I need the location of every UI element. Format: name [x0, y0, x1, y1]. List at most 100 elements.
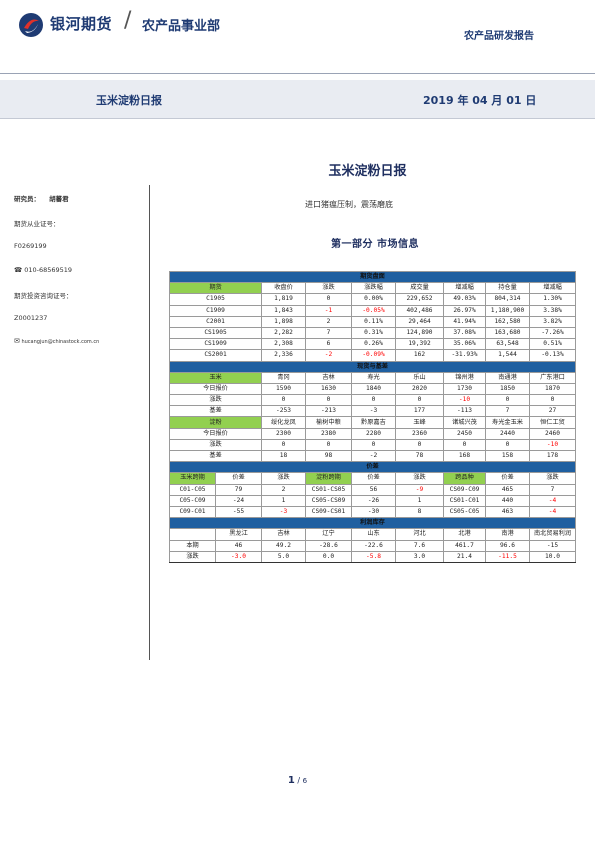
- margin-header-row: 黑龙江 吉林 辽宁 山东 河北 北港 南港 南北贸易利润: [169, 528, 577, 541]
- license-label: 期货从业证号：: [14, 220, 60, 228]
- contract-name: C1905: [169, 293, 262, 306]
- row-label: 玉米: [169, 371, 262, 384]
- table-cell: 1590: [261, 382, 306, 396]
- table-cell: 2300: [261, 427, 306, 440]
- row-label: 涨跌: [169, 438, 262, 452]
- header-rule: [0, 73, 595, 74]
- table-cell: 2450: [443, 427, 486, 440]
- table-cell: 0: [351, 438, 396, 452]
- table-cell: 2,336: [261, 349, 306, 362]
- table-cell: 0: [528, 394, 577, 407]
- table-cell: 1.30%: [528, 293, 577, 306]
- table-cell: 寿光: [351, 371, 396, 384]
- table-cell: -55: [215, 505, 262, 519]
- table-cell: 2380: [305, 427, 352, 440]
- galaxy-logo-icon: [19, 13, 43, 37]
- table-cell: 1630: [305, 382, 352, 396]
- table-cell: 3.82%: [528, 315, 577, 328]
- email-address[interactable]: hucangjun@chinastock.com.cn: [21, 339, 100, 345]
- futures-section: 期货盘面: [168, 270, 577, 284]
- table-cell: 南通港: [485, 371, 530, 384]
- table-cell: 162,580: [485, 315, 530, 328]
- futures-row: C1905 1,819 0 0.00% 229,652 49.03% 804,314 1.30…: [169, 293, 577, 306]
- table-cell: 0: [485, 394, 530, 407]
- table-cell: 持仓量: [485, 282, 530, 295]
- table-cell: 寿光金玉米: [485, 416, 530, 429]
- spread-row: C01-C05 79 2 CS01-CS05 56 -9 CS09-C09 465 7: [169, 483, 577, 496]
- table-cell: -11.5: [485, 550, 530, 563]
- table-cell: 1,180,900: [485, 304, 530, 317]
- column-header: 价差: [485, 472, 530, 485]
- table-cell: 163,680: [485, 326, 530, 340]
- table-cell: 玉峰: [395, 416, 444, 429]
- table-cell: 0.0: [305, 550, 352, 563]
- row-label: 今日报价: [169, 427, 262, 440]
- table-cell: 35.06%: [443, 338, 486, 351]
- table-cell: 广东港口: [528, 371, 577, 384]
- column-header: 涨跌: [261, 472, 306, 485]
- table-cell: 增减幅: [528, 282, 577, 295]
- spread-row: C09-C01 -55 -3 CS09-CS01 -30 8 CS05-C05 463 -4: [169, 505, 577, 519]
- table-cell: 0.31%: [351, 326, 396, 340]
- table-cell: 18: [261, 449, 306, 463]
- table-cell: 41.94%: [443, 315, 486, 328]
- table-cell: 78: [395, 449, 444, 463]
- table-cell: 0: [261, 438, 306, 452]
- table-cell: 收盘价: [261, 282, 306, 295]
- column-header: 涨跌: [395, 472, 444, 485]
- table-cell: 0: [305, 394, 352, 407]
- row-label: 基差: [169, 405, 262, 418]
- corn-header-row: 玉米 青冈 吉林 寿光 乐山 锦州港 南通港 广东港口: [169, 371, 577, 384]
- table-cell: 增减幅: [443, 282, 486, 295]
- table-cell: 27: [528, 405, 577, 418]
- table-cell: 5.0: [261, 550, 306, 563]
- table-cell: 0.00%: [351, 293, 396, 306]
- table-cell: 463: [485, 505, 530, 519]
- margin-row: 本期 46 49.2 -28.6 -22.6 7.6 461.7 96.6 -15: [169, 539, 577, 552]
- table-cell: 锦州港: [443, 371, 486, 384]
- table-cell: 26.97%: [443, 304, 486, 317]
- table-cell: 804,314: [485, 293, 530, 306]
- table-cell: 绥化龙凤: [261, 416, 306, 429]
- table-cell: CS05-C05: [443, 505, 486, 519]
- researcher-name: 胡蕃君: [49, 195, 69, 203]
- table-cell: 29,464: [395, 315, 444, 328]
- futures-row: CS2001 2,336 -2 -0.09% 162 -31.93% 1,544 -0.13%: [169, 349, 577, 362]
- row-label: 今日报价: [169, 382, 262, 396]
- table-cell: 402,486: [395, 304, 444, 317]
- brand-name: 银河期货: [50, 15, 113, 33]
- table-cell: 7: [528, 483, 577, 496]
- table-cell: 10.0: [528, 550, 577, 563]
- table-cell: 乐山: [395, 371, 444, 384]
- table-cell: CS01-CS05: [305, 483, 352, 496]
- row-label: 涨跌: [169, 394, 262, 407]
- column-header: 北港: [443, 528, 486, 541]
- spot-section: 现货与基差: [168, 360, 577, 373]
- email: ✉ hucangjun@chinastock.com.cn: [14, 337, 99, 345]
- starch-row: 今日报价 2300 2380 2280 2360 2450 2440 2460: [169, 427, 577, 440]
- table-cell: 7.6: [395, 539, 444, 552]
- table-cell: CS09-C09: [443, 483, 486, 496]
- table-cell: 1,843: [261, 304, 306, 317]
- table-cell: 49.2: [261, 539, 306, 552]
- spread-header-row: 玉米跨期 价差 涨跌 淀粉跨期 价差 涨跌 跨品种 价差 涨跌: [169, 472, 577, 485]
- table-cell: -3: [351, 405, 396, 418]
- table-cell: 诸城兴茂: [443, 416, 486, 429]
- contract-name: C1909: [169, 304, 262, 317]
- table-cell: C01-C05: [169, 483, 216, 496]
- table-cell: 178: [528, 449, 577, 463]
- table-cell: 3.38%: [528, 304, 577, 317]
- table-cell: 63,548: [485, 338, 530, 351]
- row-label: 期货: [169, 282, 262, 295]
- market-table: 期货盘面 期货 收盘价 涨跌 涨跌幅 成交量 增减幅 持仓量 增减幅 C1905 1,819 0 0.0…: [168, 270, 577, 563]
- table-cell: 177: [395, 405, 444, 418]
- row-label: 淀粉: [169, 416, 262, 429]
- starch-row: 涨跌 0 0 0 0 0 0 -10: [169, 438, 577, 452]
- table-cell: -26: [351, 494, 396, 507]
- table-cell: 1730: [443, 382, 486, 396]
- header-divider: /: [124, 8, 132, 33]
- table-cell: 2020: [395, 382, 444, 396]
- table-cell: -4: [528, 505, 577, 519]
- band-rule: [0, 118, 595, 119]
- table-cell: 37.08%: [443, 326, 486, 340]
